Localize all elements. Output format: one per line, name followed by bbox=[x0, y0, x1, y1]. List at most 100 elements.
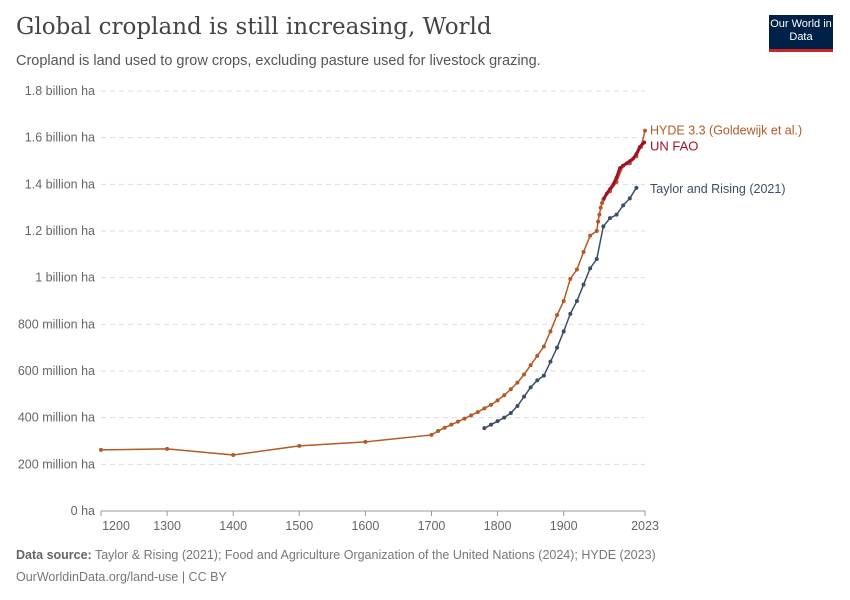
data-point bbox=[528, 363, 533, 368]
data-point bbox=[363, 439, 368, 444]
data-point bbox=[568, 311, 573, 316]
y-tick-label: 1 billion ha bbox=[35, 271, 95, 285]
data-point bbox=[642, 140, 647, 145]
owid-logo[interactable]: Our World in Data bbox=[769, 15, 833, 52]
data-point bbox=[475, 410, 480, 415]
data-point bbox=[522, 372, 527, 377]
series-line bbox=[100, 130, 646, 456]
data-point bbox=[600, 201, 605, 205]
x-tick-label: 1300 bbox=[153, 519, 181, 533]
data-point bbox=[502, 415, 507, 420]
series-label: UN FAO bbox=[650, 139, 698, 154]
data-point bbox=[429, 432, 434, 437]
data-point bbox=[598, 205, 603, 210]
data-point bbox=[541, 373, 546, 378]
data-point bbox=[561, 299, 566, 303]
data-point bbox=[588, 233, 593, 238]
source-label: Data source: bbox=[16, 548, 92, 562]
data-point bbox=[608, 187, 612, 191]
y-tick-label: 1.4 billion ha bbox=[25, 177, 95, 191]
data-point bbox=[611, 182, 616, 187]
data-point bbox=[555, 313, 560, 317]
x-tick-label: 1400 bbox=[219, 519, 247, 533]
data-source: Data source: Taylor & Rising (2021); Foo… bbox=[16, 548, 656, 562]
data-point bbox=[508, 387, 513, 392]
data-point bbox=[436, 428, 441, 433]
data-point bbox=[522, 394, 527, 399]
data-point bbox=[535, 378, 540, 383]
data-point bbox=[618, 166, 622, 170]
y-tick-label: 400 million ha bbox=[18, 411, 95, 425]
data-point bbox=[535, 353, 540, 358]
y-tick-label: 1.6 billion ha bbox=[25, 131, 95, 145]
data-point bbox=[469, 413, 474, 418]
source-text: Taylor & Rising (2021); Food and Agricul… bbox=[94, 548, 656, 562]
data-point bbox=[621, 163, 625, 168]
data-point bbox=[482, 426, 487, 431]
data-point bbox=[555, 345, 560, 350]
data-point bbox=[574, 299, 579, 303]
y-tick-label: 200 million ha bbox=[18, 457, 95, 471]
data-point bbox=[515, 380, 520, 385]
y-tick-label: 1.8 billion ha bbox=[25, 84, 95, 98]
data-point bbox=[574, 267, 579, 272]
series-label: Taylor and Rising (2021) bbox=[650, 182, 786, 196]
series-label: HYDE 3.3 (Goldewijk et al.) bbox=[650, 124, 802, 138]
data-point bbox=[602, 196, 606, 201]
data-point bbox=[508, 411, 513, 415]
data-point bbox=[643, 128, 647, 133]
data-point bbox=[581, 250, 586, 254]
data-point bbox=[548, 359, 553, 364]
data-point bbox=[482, 406, 487, 411]
data-point bbox=[541, 344, 546, 349]
data-point bbox=[588, 266, 593, 271]
x-tick-label: 1800 bbox=[484, 519, 512, 533]
data-point bbox=[604, 191, 609, 196]
x-tick-label: 1200 bbox=[102, 519, 130, 533]
data-point bbox=[502, 393, 507, 398]
y-tick-label: 800 million ha bbox=[18, 317, 95, 331]
data-point bbox=[637, 145, 642, 149]
data-point bbox=[548, 329, 553, 334]
x-tick-label: 1900 bbox=[550, 519, 578, 533]
x-tick-label: 2023 bbox=[631, 519, 659, 533]
data-point bbox=[614, 212, 619, 217]
data-point bbox=[614, 175, 619, 180]
data-point bbox=[634, 152, 639, 156]
data-point bbox=[449, 422, 454, 427]
chart-title: Global cropland is still increasing, Wor… bbox=[16, 14, 492, 40]
data-point bbox=[561, 329, 566, 334]
data-point bbox=[634, 185, 639, 190]
data-point bbox=[488, 422, 493, 427]
x-tick-label: 1500 bbox=[285, 519, 313, 533]
data-point bbox=[495, 398, 500, 403]
x-tick-label: 1700 bbox=[418, 519, 446, 533]
data-point bbox=[596, 219, 601, 224]
data-point bbox=[297, 443, 302, 448]
data-point bbox=[165, 446, 170, 451]
data-point bbox=[631, 156, 635, 161]
data-point bbox=[594, 229, 599, 233]
data-point bbox=[624, 161, 629, 166]
data-point bbox=[627, 159, 632, 163]
data-point bbox=[621, 203, 626, 208]
data-point bbox=[597, 212, 602, 217]
data-point bbox=[99, 447, 103, 452]
data-point bbox=[495, 419, 500, 424]
chart-subtitle: Cropland is land used to grow crops, exc… bbox=[16, 53, 541, 69]
data-point bbox=[601, 224, 606, 229]
data-point bbox=[627, 196, 632, 201]
data-point bbox=[462, 416, 467, 421]
data-point bbox=[568, 276, 573, 281]
data-point bbox=[455, 419, 460, 424]
footer-url[interactable]: OurWorldinData.org/land-use | CC BY bbox=[16, 570, 227, 584]
x-tick-label: 1600 bbox=[351, 519, 379, 533]
data-point bbox=[488, 402, 493, 407]
data-point bbox=[528, 385, 533, 390]
data-point bbox=[594, 257, 599, 261]
y-tick-label: 600 million ha bbox=[18, 364, 95, 378]
data-point bbox=[231, 453, 236, 457]
data-point bbox=[515, 404, 520, 408]
data-point bbox=[442, 425, 447, 430]
